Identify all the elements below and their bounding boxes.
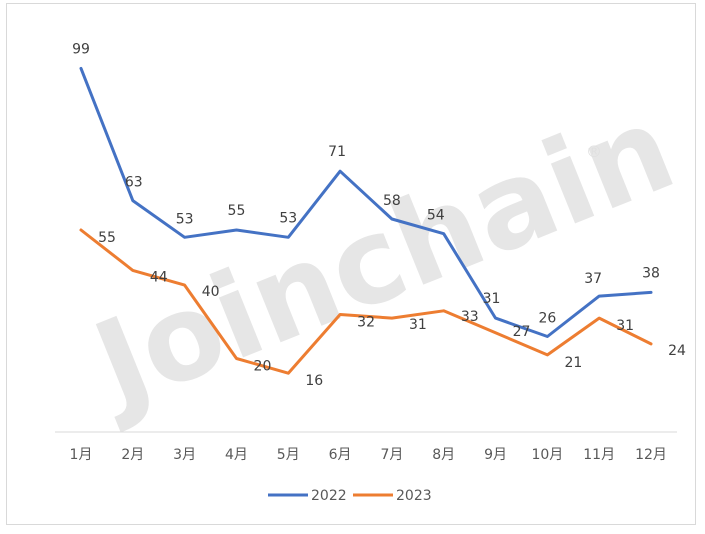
x-axis-ticks: 1月 2月 3月 4月 5月 6月 7月 8月 9月 10月 11月 12月 [70, 447, 667, 463]
series-layer [79, 66, 653, 375]
data-label-2022: 99 [72, 41, 90, 57]
x-tick-label: 3月 [173, 447, 196, 463]
x-tick-label: 7月 [380, 447, 403, 463]
data-label-2022: 54 [427, 208, 445, 224]
data-label-2023: 16 [305, 373, 323, 389]
data-label-2022: 26 [538, 311, 556, 327]
data-label-2023: 27 [513, 324, 531, 340]
legend: 2022 2023 [268, 488, 432, 504]
data-label-2022: 63 [125, 175, 143, 191]
data-label-2022: 37 [584, 271, 602, 287]
data-label-2023: 40 [202, 284, 220, 300]
data-label-2023: 20 [254, 359, 272, 375]
legend-label-2023: 2023 [396, 488, 432, 504]
data-label-2022: 58 [383, 193, 401, 209]
x-tick-label: 5月 [277, 447, 300, 463]
data-label-2023: 33 [461, 309, 479, 325]
series-line-2023 [79, 228, 653, 375]
data-label-2022: 71 [328, 144, 346, 160]
x-tick-label: 8月 [432, 447, 455, 463]
x-tick-label: 1月 [70, 447, 93, 463]
data-label-2022: 31 [483, 291, 501, 307]
x-tick-label: 10月 [531, 447, 563, 463]
data-label-2022: 53 [176, 211, 194, 227]
data-label-2023: 44 [150, 269, 168, 285]
x-tick-label: 6月 [329, 447, 352, 463]
x-tick-label: 4月 [225, 447, 248, 463]
data-label-2022: 55 [228, 203, 246, 219]
legend-label-2022: 2022 [311, 488, 347, 504]
x-tick-label: 9月 [484, 447, 507, 463]
data-label-2023: 32 [357, 314, 375, 330]
data-label-2023: 21 [564, 355, 582, 371]
watermark: Joinchain ® [70, 78, 691, 436]
data-label-2023: 55 [98, 230, 116, 246]
data-label-2023: 31 [616, 318, 634, 334]
series-line-2022 [79, 66, 653, 338]
chart-frame [6, 3, 696, 525]
x-tick-label: 12月 [635, 447, 667, 463]
data-label-2023: 24 [668, 343, 686, 359]
data-label-2022: 38 [642, 265, 660, 281]
x-tick-label: 11月 [583, 447, 615, 463]
data-label-2022: 53 [279, 210, 297, 226]
x-tick-label: 2月 [121, 447, 144, 463]
watermark-registered-mark: ® [586, 142, 602, 161]
watermark-text: Joinchain [70, 78, 691, 436]
data-label-2023: 31 [409, 317, 427, 333]
